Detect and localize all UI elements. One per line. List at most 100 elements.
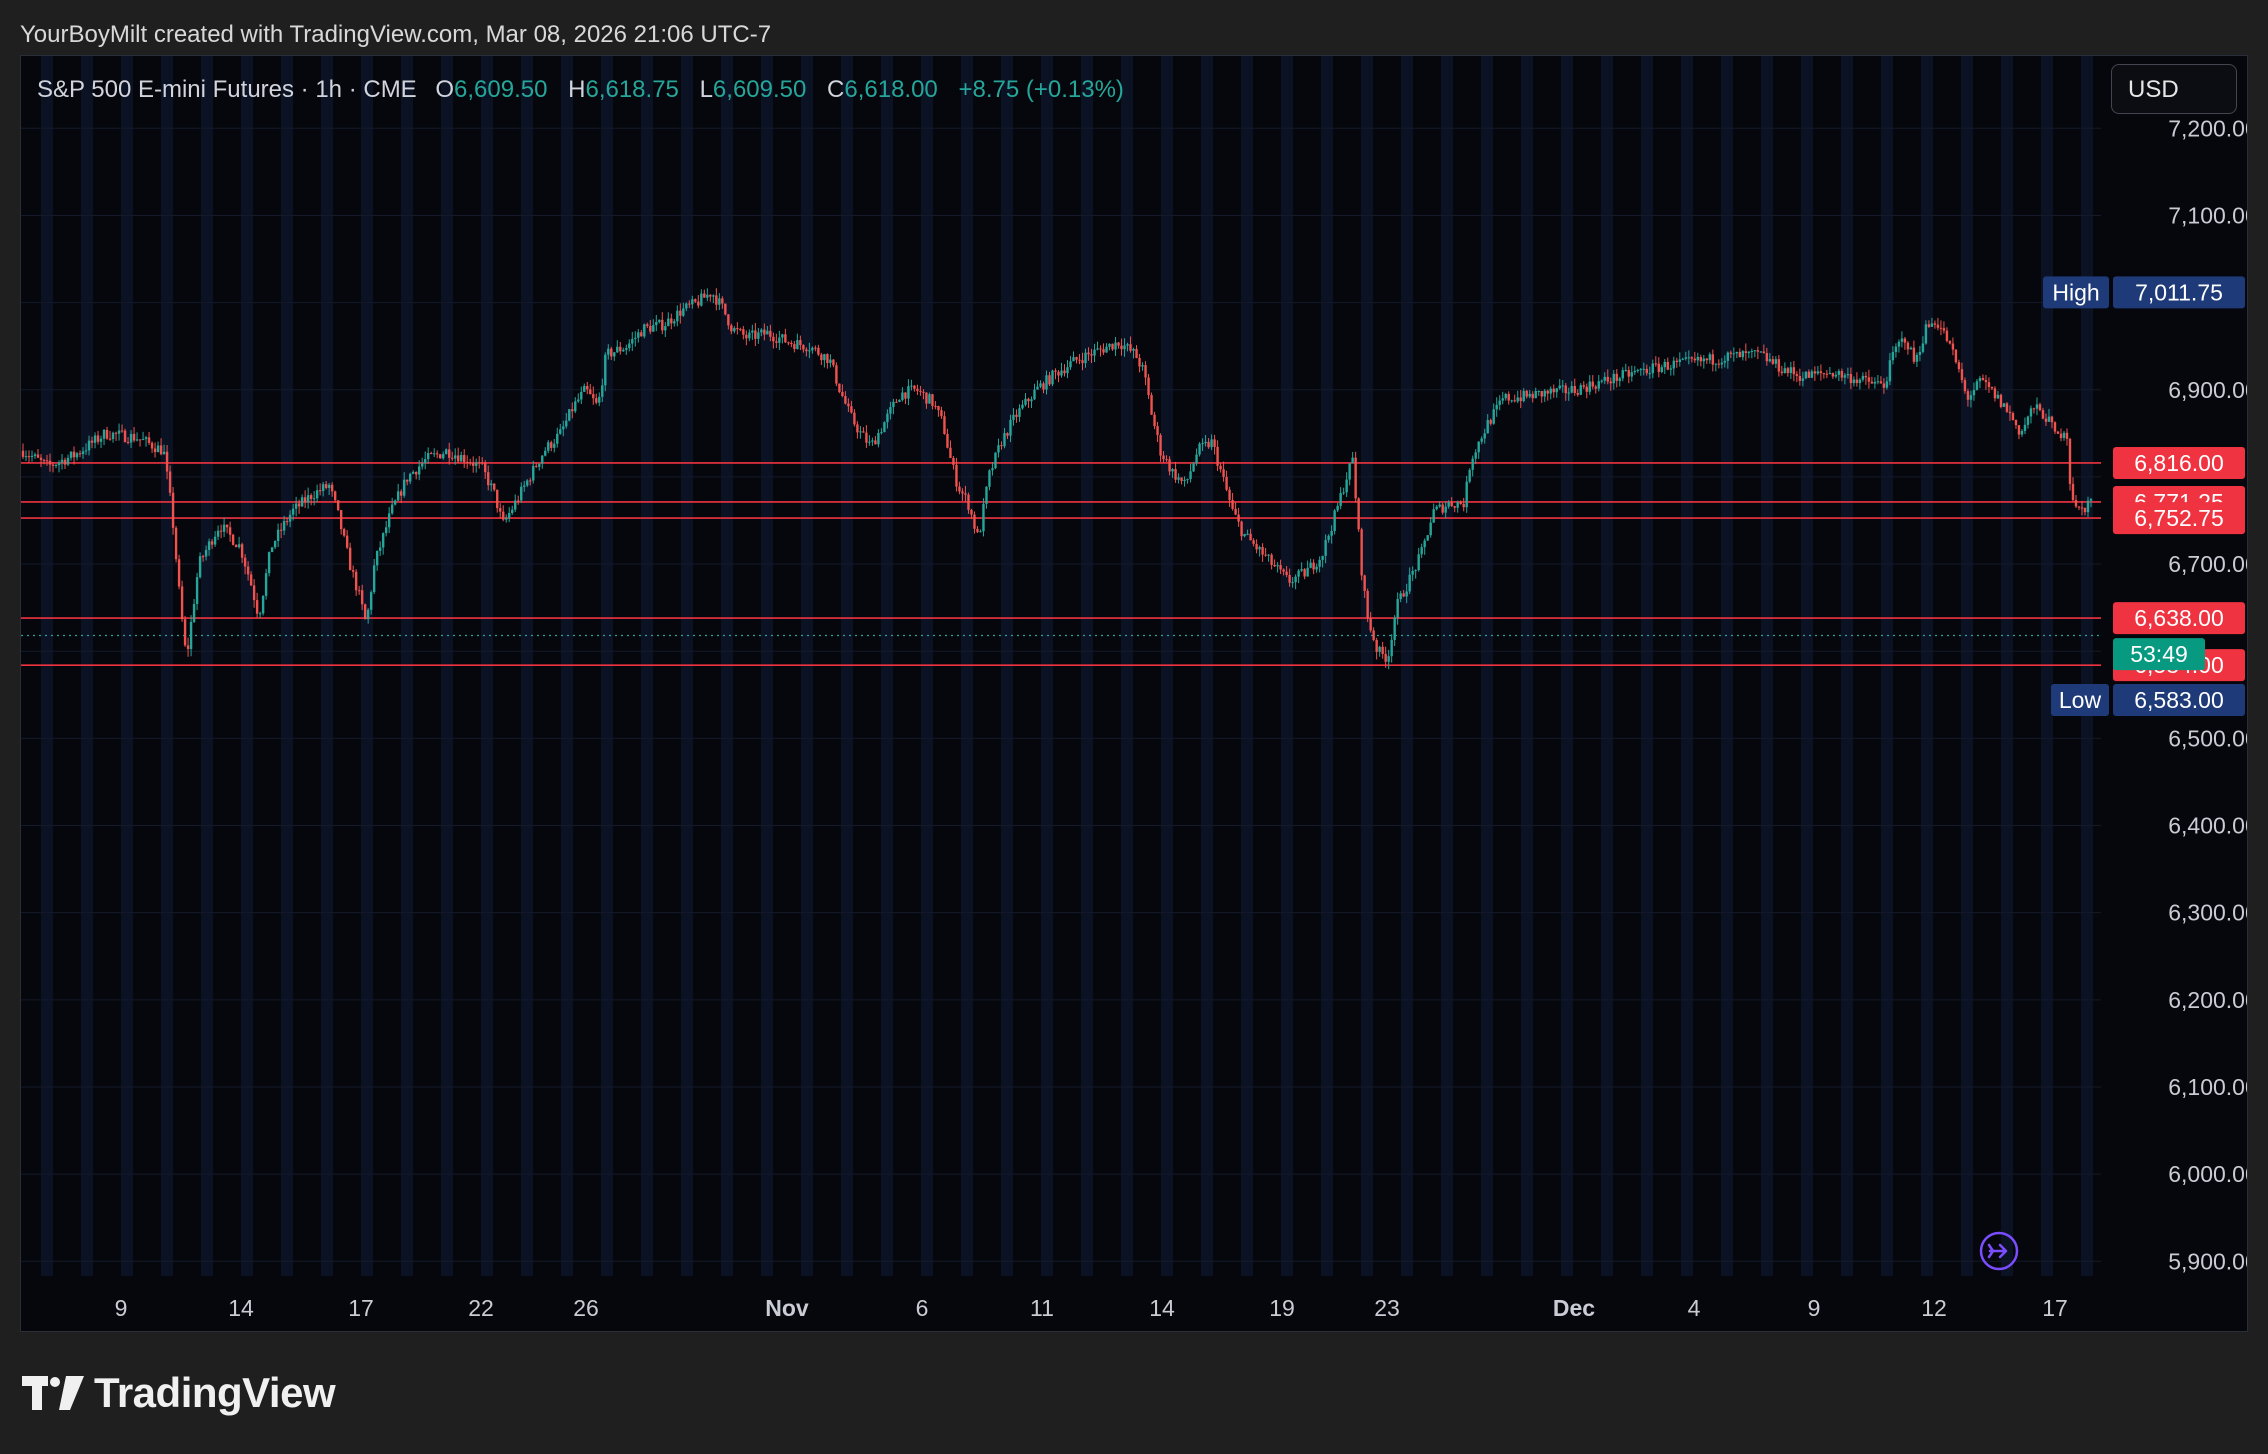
candle-body <box>889 407 892 414</box>
candle-body <box>1486 420 1489 434</box>
symbol-title: S&P 500 E-mini Futures · 1h · CME <box>37 76 417 103</box>
candle-body <box>1216 446 1219 466</box>
candle-body <box>1402 593 1405 597</box>
candle-body <box>1981 378 1985 381</box>
candle-body <box>1594 386 1597 389</box>
candle-body <box>1009 419 1012 436</box>
candle-body <box>664 326 667 331</box>
candle-body <box>288 514 292 522</box>
candle-body <box>1426 535 1429 541</box>
candle-body <box>1309 562 1312 568</box>
candle-body <box>649 325 652 332</box>
candle-body <box>970 509 973 515</box>
candle-body <box>1831 373 1835 377</box>
candle-body <box>826 354 829 363</box>
candle-body <box>1633 370 1636 373</box>
session-stripe <box>121 56 133 1276</box>
candle-body <box>1462 503 1465 508</box>
y-tick-label: 6,100.00 <box>2168 1074 2247 1100</box>
candle-body <box>1432 509 1435 523</box>
chart-panel[interactable]: 7,200.00 7,100.00 6,900.00 6,700.00 6,500.00… <box>20 55 2248 1332</box>
candle-body <box>1777 359 1781 372</box>
candle-body <box>1105 346 1108 353</box>
y-tick-label: 6,000.00 <box>2168 1161 2247 1187</box>
candle-body <box>1090 354 1093 356</box>
candle-body <box>402 479 406 496</box>
candle-body <box>348 547 352 571</box>
candle-body <box>1891 352 1895 361</box>
candle-body <box>1801 378 1805 381</box>
candle-body <box>448 449 451 458</box>
candle-body <box>556 433 559 444</box>
candle-body <box>1234 508 1237 515</box>
candle-body <box>48 460 52 465</box>
candle-body <box>1435 506 1438 510</box>
candle-body <box>1003 433 1006 447</box>
candle-body <box>454 455 457 459</box>
candle-body <box>1375 639 1378 652</box>
candle-body <box>1834 374 1838 377</box>
candle-body <box>1078 359 1081 361</box>
candle-body <box>1768 359 1772 362</box>
candle-body <box>655 322 658 326</box>
scroll-to-realtime-icon[interactable] <box>1979 1231 2019 1271</box>
candle-body <box>1846 374 1850 376</box>
candle-body <box>1084 352 1087 364</box>
candle-body <box>940 410 943 417</box>
candle-body <box>1906 342 1910 350</box>
candle-body <box>1804 371 1808 379</box>
candle-body <box>2080 507 2084 509</box>
candle-body <box>111 432 115 440</box>
ohlc-legend: S&P 500 E-mini Futures · 1h · CME O6,609… <box>37 74 1124 106</box>
candle-body <box>904 392 907 399</box>
candle-body <box>1444 506 1447 513</box>
candle-body <box>1138 357 1141 367</box>
y-tick-label: 6,700.00 <box>2168 551 2247 577</box>
candle-body <box>757 332 760 339</box>
currency-button[interactable]: USD <box>2111 64 2237 114</box>
candle-body <box>2068 438 2072 484</box>
brand-name: TradingView <box>94 1369 336 1416</box>
x-tick-label: 4 <box>1688 1295 1701 1321</box>
candle-body <box>51 464 55 466</box>
candle-body <box>496 489 499 509</box>
candle-body <box>1762 351 1766 354</box>
candle-body <box>1042 383 1045 390</box>
candle-body <box>2053 422 2057 432</box>
candle-body <box>1438 504 1441 507</box>
candle-body <box>429 453 433 455</box>
candle-body <box>1606 376 1609 382</box>
candle-body <box>1378 646 1381 652</box>
price-axis: 7,200.00 7,100.00 6,900.00 6,700.00 6,500.00… <box>2168 115 2247 1274</box>
candle-body <box>1102 349 1105 353</box>
candle-body <box>264 573 268 596</box>
candle-body <box>493 483 496 490</box>
candle-body <box>481 462 484 464</box>
candle-body <box>928 394 931 404</box>
y-tick-label: 6,200.00 <box>2168 987 2247 1013</box>
candle-body <box>685 303 688 309</box>
x-tick-label: 14 <box>1149 1295 1175 1321</box>
candle-body <box>1021 404 1024 409</box>
session-stripe <box>521 56 533 1276</box>
candle-body <box>144 437 148 440</box>
candle-body <box>877 432 880 445</box>
candle-body <box>841 392 844 397</box>
candle-body <box>1162 455 1165 460</box>
candle-body <box>1876 381 1880 383</box>
price-chart[interactable]: 7,200.00 7,100.00 6,900.00 6,700.00 6,500.00… <box>21 56 2247 1331</box>
candle-body <box>1213 439 1216 447</box>
candle-body <box>2074 500 2078 507</box>
candle-body <box>1081 360 1084 364</box>
candle-body <box>1099 348 1102 350</box>
high-price-tag: 7,011.75 <box>2135 279 2223 305</box>
candle-body <box>628 343 631 349</box>
candle-body <box>1036 386 1039 390</box>
candle-body <box>1750 350 1754 352</box>
candle-body <box>1822 373 1826 375</box>
candle-body <box>526 480 529 486</box>
candle-body <box>1165 459 1168 461</box>
candle-body <box>240 544 244 558</box>
candle-body <box>282 521 286 531</box>
session-stripe <box>2041 56 2053 1276</box>
